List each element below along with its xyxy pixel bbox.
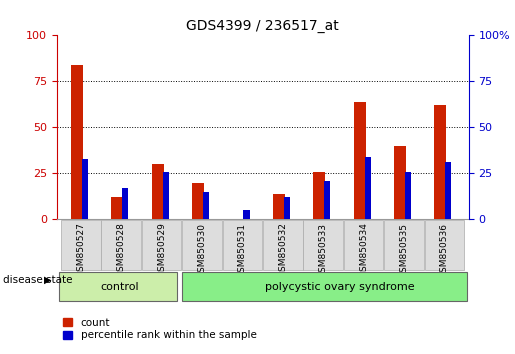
Text: GSM850529: GSM850529: [157, 223, 166, 278]
Bar: [273, 194, 285, 219]
Bar: [303, 220, 343, 270]
Text: GSM850536: GSM850536: [440, 223, 449, 278]
Bar: [122, 188, 128, 219]
Text: GSM850528: GSM850528: [117, 223, 126, 278]
Text: GSM850533: GSM850533: [319, 223, 328, 278]
Bar: [142, 220, 181, 270]
Bar: [203, 192, 209, 219]
Bar: [182, 273, 467, 301]
Bar: [394, 146, 406, 219]
Bar: [365, 157, 371, 219]
Bar: [61, 220, 100, 270]
Text: GSM850532: GSM850532: [278, 223, 287, 278]
Bar: [263, 220, 303, 270]
Text: GSM850527: GSM850527: [76, 223, 85, 278]
Text: ▶: ▶: [44, 275, 51, 285]
Bar: [111, 198, 123, 219]
Bar: [244, 210, 250, 219]
Bar: [284, 198, 290, 219]
Bar: [101, 220, 141, 270]
Text: GSM850534: GSM850534: [359, 223, 368, 278]
Bar: [222, 220, 262, 270]
Bar: [353, 102, 366, 219]
Text: polycystic ovary syndrome: polycystic ovary syndrome: [265, 282, 414, 292]
Bar: [405, 172, 411, 219]
Bar: [151, 164, 164, 219]
Bar: [163, 172, 169, 219]
Text: disease state: disease state: [3, 275, 72, 285]
Bar: [344, 220, 384, 270]
Bar: [425, 220, 464, 270]
Bar: [324, 181, 330, 219]
Bar: [59, 273, 178, 301]
Bar: [182, 220, 222, 270]
Text: GSM850535: GSM850535: [400, 223, 408, 278]
Text: GSM850530: GSM850530: [198, 223, 207, 278]
Bar: [313, 172, 325, 219]
Bar: [445, 162, 452, 219]
Bar: [82, 159, 88, 219]
Text: control: control: [100, 282, 139, 292]
Bar: [434, 105, 447, 219]
Legend: count, percentile rank within the sample: count, percentile rank within the sample: [62, 317, 258, 341]
Bar: [71, 65, 83, 219]
Bar: [192, 183, 204, 219]
Text: GSM850531: GSM850531: [238, 223, 247, 278]
Title: GDS4399 / 236517_at: GDS4399 / 236517_at: [186, 19, 339, 33]
Bar: [384, 220, 424, 270]
